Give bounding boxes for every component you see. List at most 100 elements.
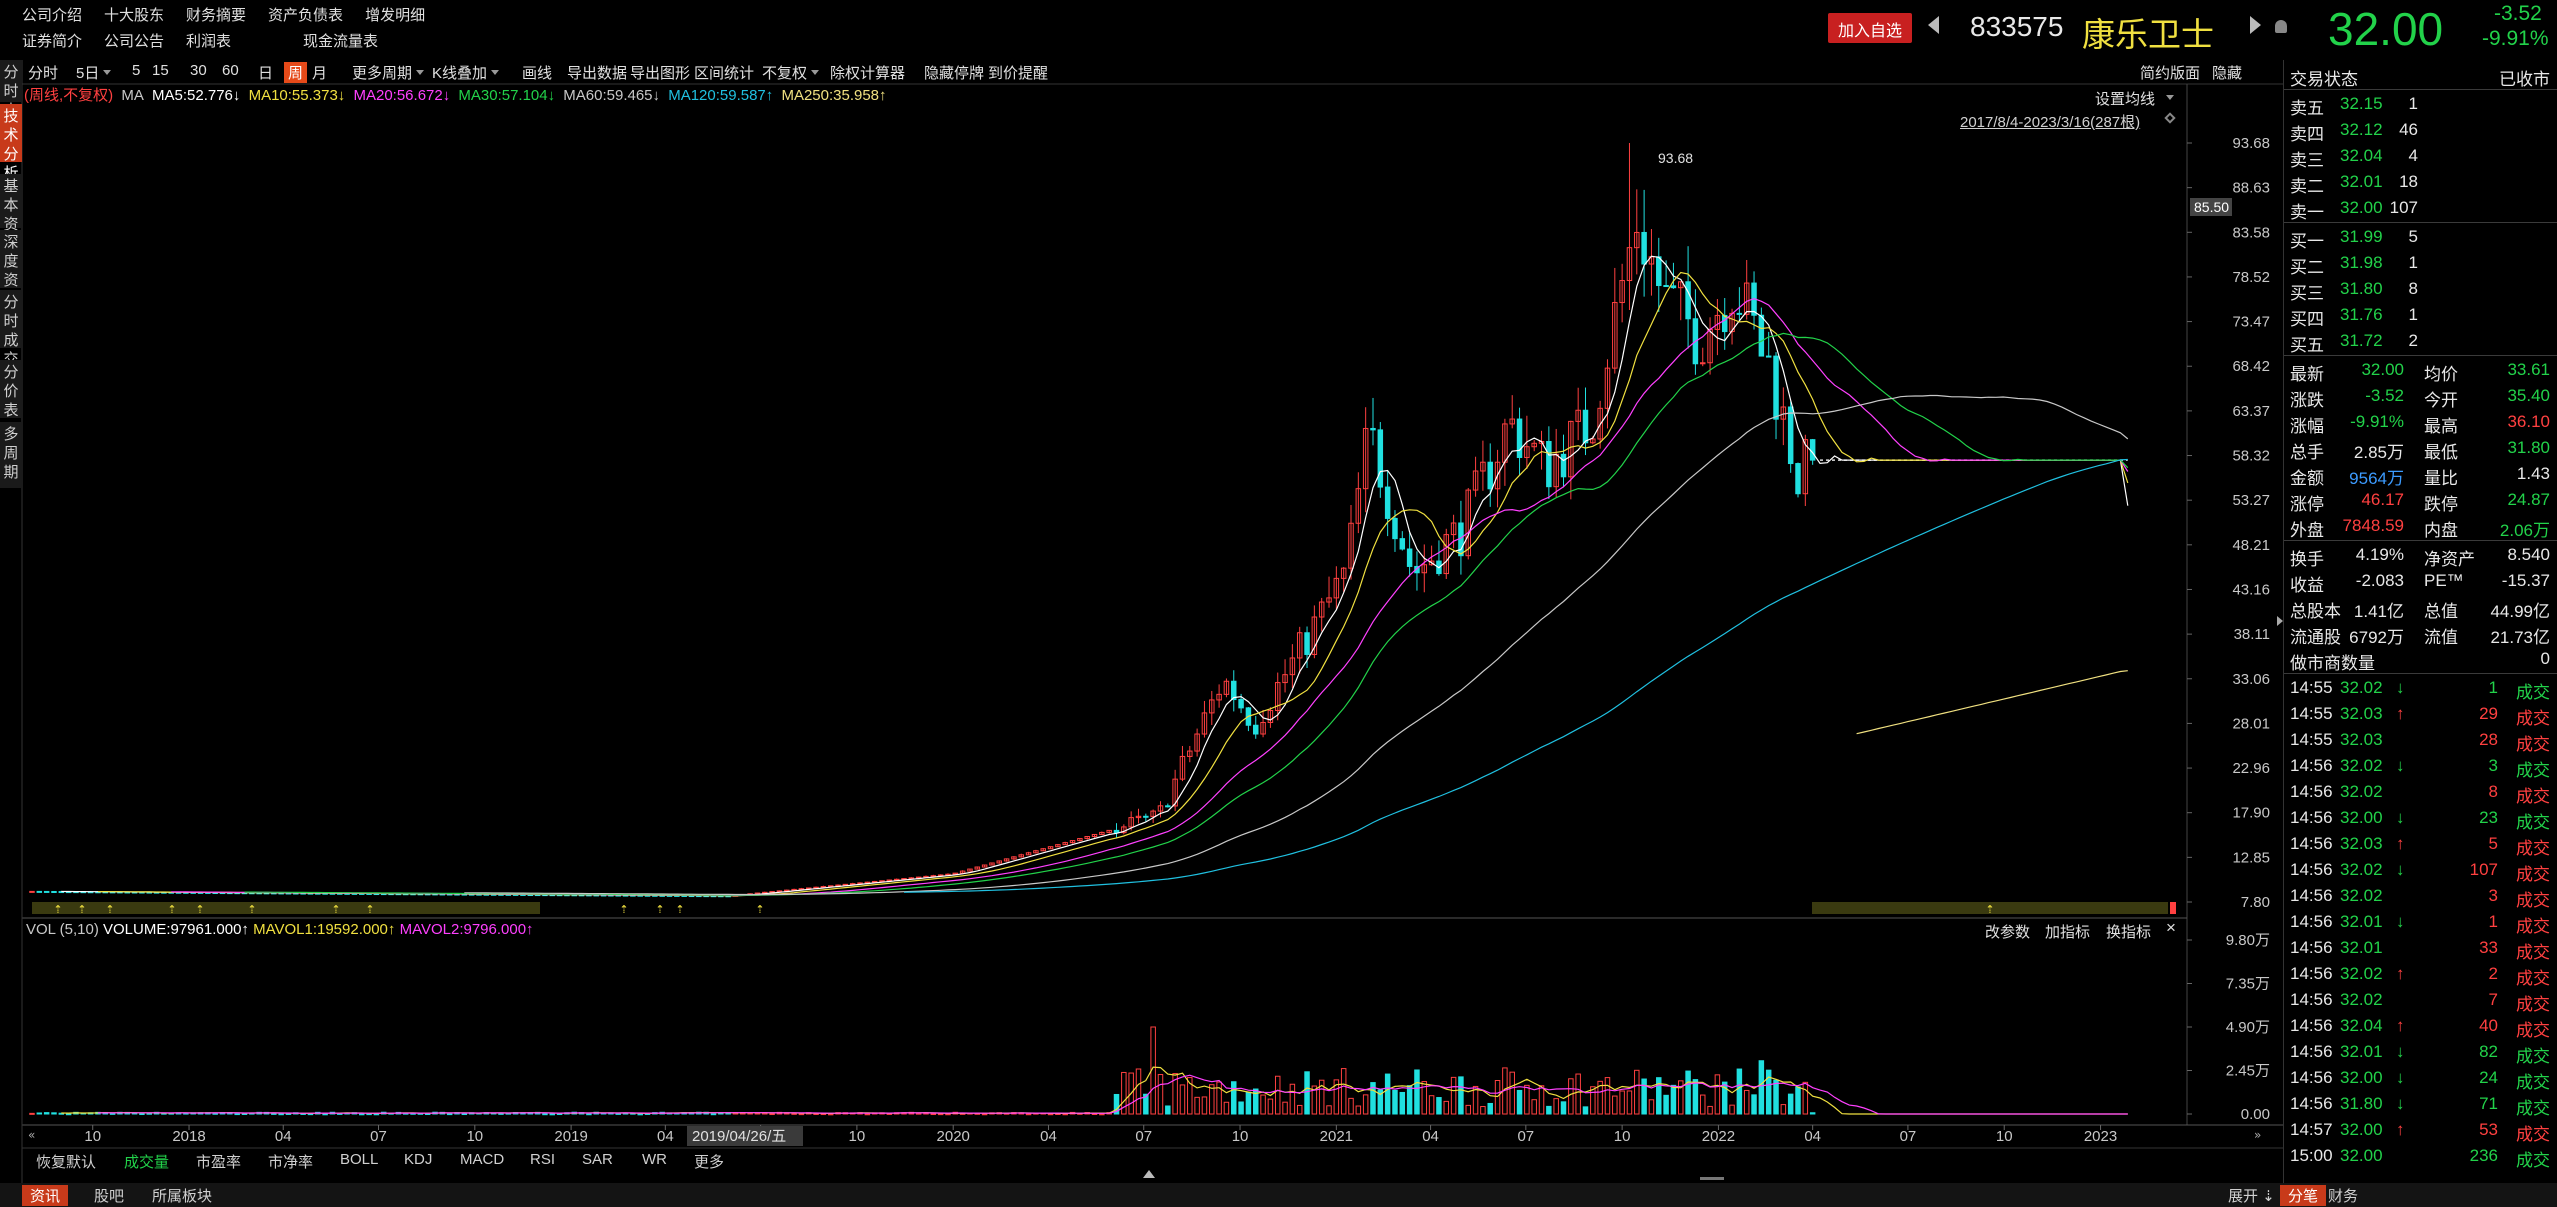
indicator-tab-9[interactable]: WR <box>642 1151 667 1168</box>
trade-time: 14:56 <box>2290 964 2333 983</box>
toolbar-item-12[interactable]: 导出数据 <box>567 62 627 83</box>
candle <box>1443 528 1450 579</box>
vol-indicator-name[interactable]: VOL (5,10) <box>26 921 99 938</box>
indicator-tab-4[interactable]: BOLL <box>340 1151 379 1168</box>
menu-income-statement[interactable]: 利润表 <box>186 33 232 50</box>
left-tab-5[interactable]: 分价表 <box>0 360 22 419</box>
toolbar-item-9[interactable]: 更多周期 <box>352 62 425 83</box>
candle <box>1326 576 1332 608</box>
event-marker-icon[interactable]: ⇡ <box>331 903 340 916</box>
trade-row-18: 15:00 32.00 236 成交 <box>2284 1143 2557 1170</box>
left-tab-2[interactable]: 基本资料 <box>0 174 22 252</box>
event-marker-icon[interactable]: ⇡ <box>1985 903 1994 916</box>
event-marker-icon[interactable]: ⇡ <box>167 903 176 916</box>
menu-announcements[interactable]: 公司公告 <box>104 33 165 50</box>
layout-toggle-button[interactable]: 简约版面 <box>2140 65 2201 82</box>
prev-stock-icon[interactable] <box>1928 16 1939 34</box>
indicator-tab-0[interactable]: 恢复默认 <box>36 1154 97 1171</box>
menu-security-intro[interactable]: 证券简介 <box>22 33 83 50</box>
toolbar-item-15[interactable]: 不复权 <box>762 62 820 83</box>
toolbar-item-13[interactable]: 导出图形 <box>630 62 690 83</box>
candle <box>1414 551 1420 591</box>
set-ma-button[interactable]: 设置均线 <box>2095 91 2156 108</box>
set-ma-dropdown-icon[interactable] <box>2166 95 2174 100</box>
change-params-button[interactable]: 改参数 <box>1985 924 2031 941</box>
left-tab-0[interactable]: 分时走势 <box>0 60 22 138</box>
indicator-tab-7[interactable]: RSI <box>530 1151 556 1168</box>
event-marker-icon[interactable]: ⇡ <box>755 903 764 916</box>
indicator-tab-5[interactable]: KDJ <box>404 1151 433 1168</box>
indicator-tab-8[interactable]: SAR <box>582 1151 613 1168</box>
stat-row-3: 总手 2.85万 最低 31.80 <box>2284 435 2557 462</box>
event-marker-icon[interactable]: ⇡ <box>247 903 256 916</box>
next-stock-icon[interactable] <box>2250 16 2261 34</box>
menu-company-intro[interactable]: 公司介绍 <box>22 7 83 24</box>
event-marker-icon[interactable]: ⇡ <box>105 903 114 916</box>
menu-balance-sheet[interactable]: 资产负债表 <box>268 7 344 24</box>
add-indicator-button[interactable]: 加指标 <box>2045 924 2091 941</box>
event-marker-icon[interactable]: ⇡ <box>53 903 62 916</box>
time-tick-label: 07 <box>1517 1128 1534 1145</box>
menu-additional-issue[interactable]: 增发明细 <box>365 7 426 24</box>
panel-collapse-icon[interactable] <box>2277 616 2283 626</box>
bottom-tab-1[interactable]: 股吧 <box>94 1188 125 1205</box>
bid-label: 买一 <box>2290 232 2324 251</box>
expand-button[interactable]: 展开 ⇣ <box>2228 1188 2275 1205</box>
event-marker-icon[interactable]: ⇡ <box>655 903 664 916</box>
tick-detail-tab[interactable]: 分笔 <box>2280 1185 2327 1206</box>
left-tab-3[interactable]: 深度资料 <box>0 230 22 308</box>
toolbar-item-14[interactable]: 区间统计 <box>694 62 754 83</box>
toolbar-item-7[interactable]: 周 <box>284 62 308 83</box>
close-indicator-icon[interactable]: × <box>2166 918 2176 937</box>
event-marker-icon[interactable]: ⇡ <box>365 903 374 916</box>
toolbar-item-18[interactable]: 到价提醒 <box>988 62 1048 83</box>
switch-indicator-button[interactable]: 换指标 <box>2106 924 2152 941</box>
left-tab-1[interactable]: 技术分析 <box>0 104 22 182</box>
bottom-tab-0[interactable]: 资讯 <box>22 1185 69 1206</box>
hide-panel-button[interactable]: 隐藏 <box>2212 65 2243 82</box>
toolbar-item-17[interactable]: 隐藏停牌 <box>924 62 984 83</box>
toolbar-item-4[interactable]: 30 <box>190 62 207 79</box>
add-to-watchlist-button[interactable]: 加入自选 <box>1828 13 1913 43</box>
pane-splitter-up-icon[interactable] <box>1143 1170 1155 1178</box>
menu-financial-summary[interactable]: 财务摘要 <box>186 7 247 24</box>
volume-bar <box>1282 1101 1288 1115</box>
toolbar-item-3[interactable]: 15 <box>152 62 169 79</box>
scroll-left-icon[interactable]: « <box>28 1128 35 1142</box>
date-range-label[interactable]: 2017/8/4-2023/3/16(287根) <box>1960 114 2141 131</box>
indicator-tab-3[interactable]: 市净率 <box>268 1154 314 1171</box>
toolbar-item-1[interactable]: 5日 <box>76 62 112 83</box>
finance-tab[interactable]: 财务 <box>2328 1188 2359 1205</box>
indicator-tab-10[interactable]: 更多 <box>694 1154 725 1171</box>
toolbar-item-8[interactable]: 月 <box>312 62 327 83</box>
scroll-right-icon[interactable]: » <box>2254 1128 2261 1142</box>
toolbar-item-label: 日 <box>258 65 274 82</box>
event-marker-icon[interactable]: ⇡ <box>195 903 204 916</box>
volume-bar <box>1568 1078 1574 1115</box>
ma-legend-label[interactable]: MA <box>121 87 144 104</box>
event-marker-icon[interactable]: ⇡ <box>675 903 684 916</box>
toolbar-item-16[interactable]: 除权计算器 <box>830 62 905 83</box>
left-tab-6[interactable]: 多周期 <box>0 422 22 488</box>
toolbar-item-11[interactable]: 画线 <box>522 62 552 83</box>
left-tab-4[interactable]: 分时成交 <box>0 290 22 368</box>
toolbar-item-0[interactable]: 分时 <box>28 62 58 83</box>
menu-cashflow[interactable]: 现金流量表 <box>303 33 379 50</box>
pane-splitter-handle[interactable] <box>1700 1177 1724 1180</box>
event-strip-band <box>32 902 540 914</box>
volume-bar <box>930 1113 937 1116</box>
alert-bell-icon[interactable] <box>2275 20 2287 33</box>
indicator-tab-6[interactable]: MACD <box>460 1151 505 1168</box>
event-marker-icon[interactable]: ⇡ <box>77 903 86 916</box>
toolbar-item-5[interactable]: 60 <box>222 62 239 79</box>
toolbar-item-6[interactable]: 日 <box>258 62 273 83</box>
bid-volume: 5 <box>2408 227 2418 246</box>
bottom-tab-2[interactable]: 所属板块 <box>152 1188 213 1205</box>
menu-top10-holders[interactable]: 十大股东 <box>104 7 165 24</box>
event-marker-icon[interactable]: ⇡ <box>619 903 628 916</box>
toolbar-item-10[interactable]: K线叠加 <box>432 62 500 83</box>
indicator-tab-2[interactable]: 市盈率 <box>196 1154 242 1171</box>
toolbar-item-2[interactable]: 5 <box>132 62 140 79</box>
indicator-tab-1[interactable]: 成交量 <box>124 1154 170 1171</box>
